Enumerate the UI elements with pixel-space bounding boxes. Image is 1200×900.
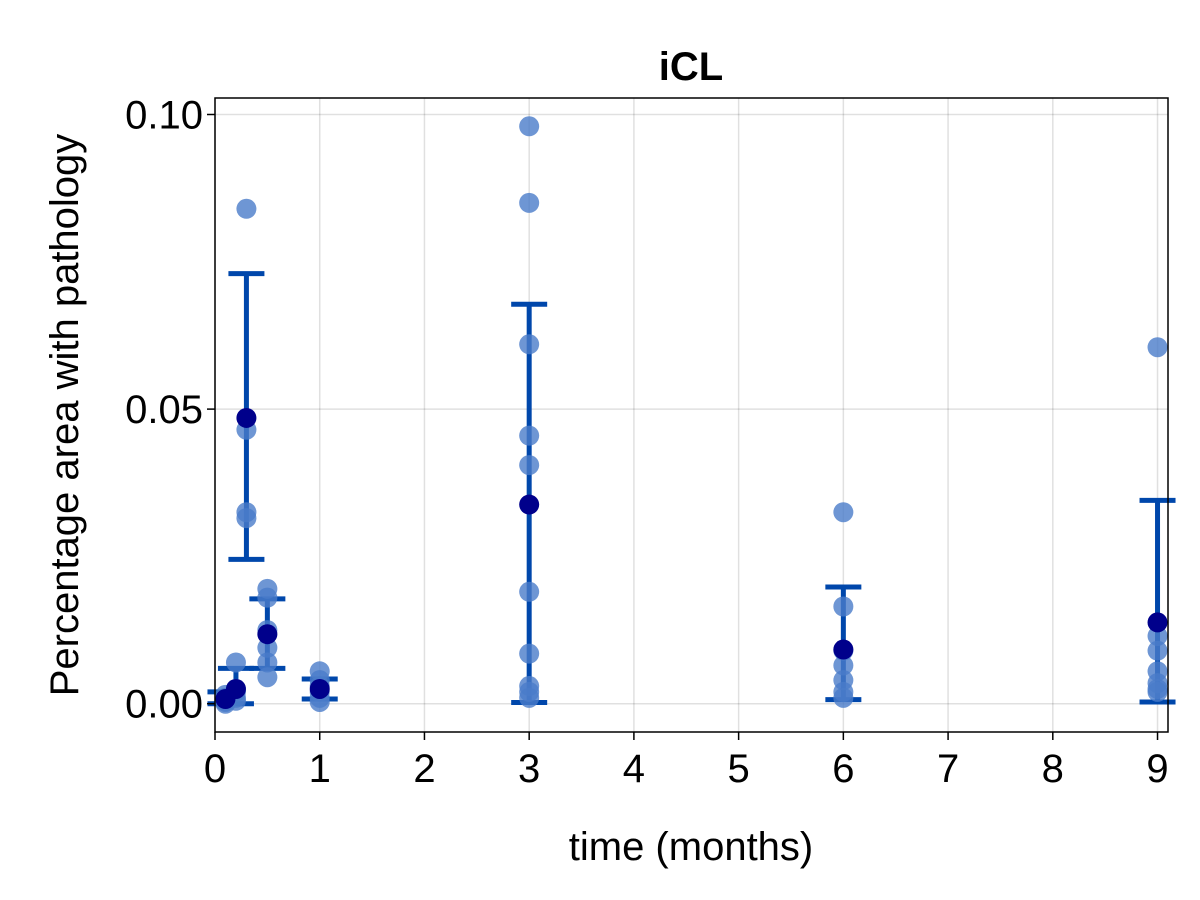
x-tick-label: 0 bbox=[204, 747, 226, 791]
data-point bbox=[257, 587, 278, 608]
x-tick-label: 7 bbox=[937, 747, 959, 791]
data-point bbox=[257, 667, 278, 688]
data-point bbox=[257, 652, 278, 673]
data-point bbox=[519, 643, 540, 664]
data-point bbox=[519, 116, 540, 137]
data-point bbox=[833, 596, 854, 617]
x-tick-label: 4 bbox=[623, 747, 645, 791]
y-tick-label: 0.10 bbox=[125, 93, 203, 137]
mean-point bbox=[309, 678, 330, 699]
mean-point bbox=[257, 624, 278, 645]
y-tick-label: 0.05 bbox=[125, 388, 203, 432]
y-axis-label: Percentage area with pathology bbox=[43, 134, 87, 697]
x-tick-label: 9 bbox=[1146, 747, 1168, 791]
data-point bbox=[833, 687, 854, 708]
data-point bbox=[519, 581, 540, 602]
mean-point bbox=[236, 407, 257, 428]
data-point bbox=[225, 652, 246, 673]
mean-point bbox=[833, 639, 854, 660]
x-tick-label: 2 bbox=[413, 747, 435, 791]
x-tick-label: 5 bbox=[728, 747, 750, 791]
data-point bbox=[519, 687, 540, 708]
data-point bbox=[519, 425, 540, 446]
mean-point bbox=[519, 494, 540, 515]
data-point bbox=[1147, 681, 1168, 702]
data-point bbox=[833, 655, 854, 676]
data-point bbox=[1147, 640, 1168, 661]
y-tick-label: 0.00 bbox=[125, 683, 203, 727]
chart-title: iCL bbox=[659, 45, 723, 89]
x-tick-label: 1 bbox=[309, 747, 331, 791]
x-axis-label: time (months) bbox=[569, 825, 814, 869]
mean-point bbox=[1147, 612, 1168, 633]
data-point bbox=[236, 198, 257, 219]
x-tick-label: 3 bbox=[518, 747, 540, 791]
data-point bbox=[519, 334, 540, 355]
data-point bbox=[519, 192, 540, 213]
data-point bbox=[236, 508, 257, 529]
data-point bbox=[519, 455, 540, 476]
data-point bbox=[1147, 337, 1168, 358]
mean-point bbox=[225, 678, 246, 699]
plot-frame bbox=[214, 97, 1169, 733]
x-tick-label: 8 bbox=[1042, 747, 1064, 791]
mean-layer bbox=[215, 407, 1168, 710]
x-tick-label: 6 bbox=[832, 747, 854, 791]
tick-layer: 0 1 2 3 4 5 6 7 8 9 0.00 0.05 0.10 bbox=[125, 93, 1169, 791]
data-point bbox=[833, 502, 854, 523]
